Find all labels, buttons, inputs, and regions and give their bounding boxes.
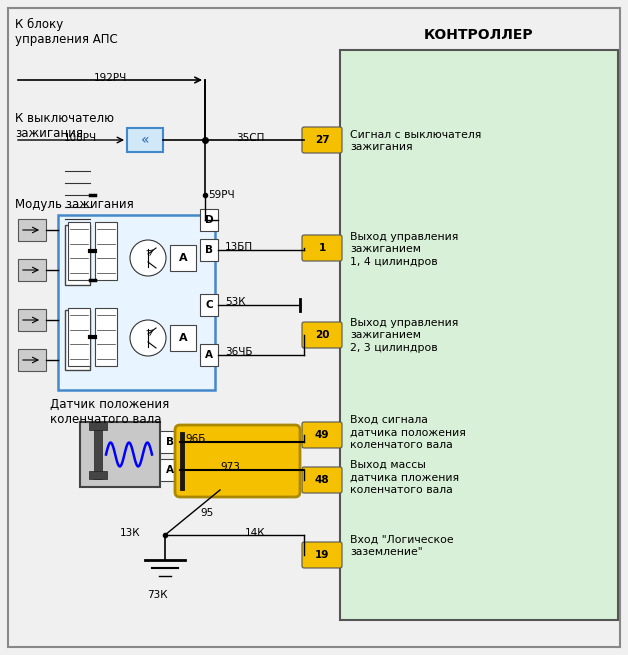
Bar [95,222,117,280]
FancyBboxPatch shape [302,127,342,153]
Text: 13БП: 13БП [225,242,253,252]
Bar [170,325,196,351]
Bar [18,259,46,281]
Bar [95,308,117,366]
Text: Сигнал с выключателя
зажигания: Сигнал с выключателя зажигания [350,130,482,153]
Bar [127,128,163,152]
Circle shape [130,240,166,276]
Text: A: A [179,253,187,263]
Bar [200,209,218,231]
Text: 59РЧ: 59РЧ [208,190,235,200]
Text: 192РЧ: 192РЧ [94,73,127,83]
Bar [65,225,90,285]
Bar [160,431,180,453]
Circle shape [130,320,166,356]
Text: Датчик положения
коленчатого вала: Датчик положения коленчатого вала [50,398,170,426]
Text: Выход управления
зажиганием
1, 4 цилиндров: Выход управления зажиганием 1, 4 цилиндр… [350,232,458,267]
Text: A: A [179,333,187,343]
Text: C: C [205,300,213,310]
Text: 14К: 14К [245,528,265,538]
Text: 108РЧ: 108РЧ [63,133,97,143]
Text: 48: 48 [315,475,329,485]
Text: 19: 19 [315,550,329,560]
Bar [200,239,218,261]
Bar [170,245,196,271]
Bar [68,222,90,280]
Bar [160,459,180,481]
FancyBboxPatch shape [302,467,342,493]
Text: 1: 1 [318,243,326,253]
Text: Вход сигнала
датчика положения
коленчатого вала: Вход сигнала датчика положения коленчато… [350,415,466,450]
Bar [18,309,46,331]
Text: КОНТРОЛЛЕР: КОНТРОЛЛЕР [424,28,534,42]
Bar [200,344,218,366]
Bar [94,426,102,479]
Text: 35СП: 35СП [236,133,264,143]
Text: 73К: 73К [147,590,167,600]
FancyBboxPatch shape [302,235,342,261]
Text: 36ЧБ: 36ЧБ [225,347,252,357]
FancyBboxPatch shape [302,422,342,448]
Text: К блоку
управления АПС: К блоку управления АПС [15,18,118,46]
Text: D: D [205,215,214,225]
FancyBboxPatch shape [302,322,342,348]
Bar [340,50,618,620]
FancyBboxPatch shape [175,425,300,497]
Bar [18,349,46,371]
Text: Выход управления
зажиганием
2, 3 цилиндров: Выход управления зажиганием 2, 3 цилиндр… [350,318,458,353]
Bar [200,294,218,316]
Text: Модуль зажигания: Модуль зажигания [15,198,134,211]
Bar [80,422,160,487]
Text: Выход массы
датчика пложения
коленчатого вала: Выход массы датчика пложения коленчатого… [350,460,459,495]
Bar [180,432,184,490]
Bar [18,219,46,241]
Text: 973: 973 [220,462,240,472]
Text: 95: 95 [200,508,214,517]
Text: B: B [166,437,174,447]
Bar [58,215,215,390]
Bar [68,308,90,366]
Text: К выключателю
зажигания: К выключателю зажигания [15,112,114,140]
FancyBboxPatch shape [302,542,342,568]
Text: 53К: 53К [225,297,246,307]
Text: 49: 49 [315,430,329,440]
Text: B: B [205,245,213,255]
Text: A: A [166,465,174,475]
Text: 96Б: 96Б [185,434,205,444]
Text: 13К: 13К [120,528,140,538]
Bar [65,310,90,370]
Text: 20: 20 [315,330,329,340]
Bar [89,471,107,479]
Text: «: « [141,133,149,147]
Text: 27: 27 [315,135,329,145]
Text: A: A [205,350,213,360]
Text: Вход "Логическое
заземление": Вход "Логическое заземление" [350,535,453,557]
Bar [89,422,107,430]
